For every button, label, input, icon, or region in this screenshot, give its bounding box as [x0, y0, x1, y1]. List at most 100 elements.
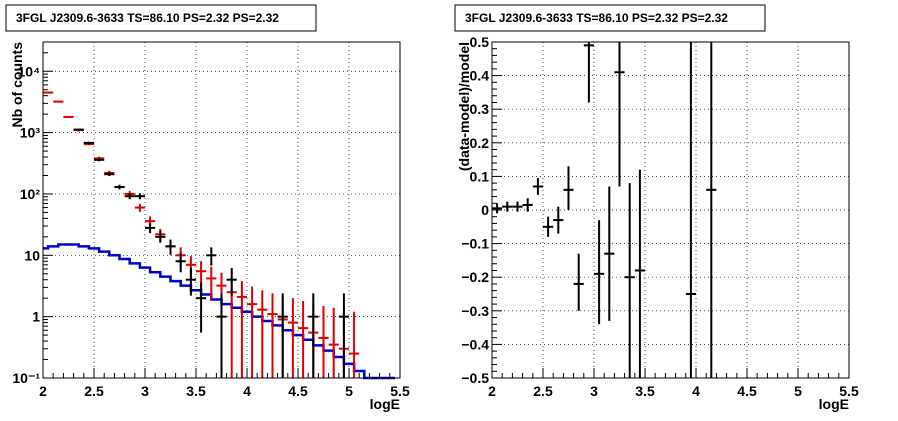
y-tick-label: 10³: [20, 125, 41, 141]
counts-x-axis-title: logE: [370, 396, 400, 412]
y-tick-label: 10⁻¹: [12, 370, 40, 386]
residual-y-axis-title: (data-model)/model: [456, 42, 472, 171]
data-point: [73, 128, 84, 131]
data-point: [185, 268, 196, 296]
x-tick-label: 2: [488, 383, 496, 399]
y-tick-label: 0.3: [470, 101, 490, 117]
data-point: [236, 281, 247, 378]
y-tick-label: 0.5: [470, 34, 490, 50]
data-point: [338, 293, 349, 378]
data-point: [175, 252, 186, 273]
data-point: [502, 201, 513, 212]
data-point: [573, 253, 584, 311]
y-tick-label: 0: [481, 202, 489, 218]
data-point: [206, 266, 217, 300]
data-point: [53, 100, 64, 103]
data-point: [349, 311, 360, 378]
data-point: [196, 282, 207, 333]
residual-series: [492, 42, 717, 378]
data-point: [277, 293, 288, 378]
data-point: [594, 220, 605, 325]
residual-ticks: 2 2.5 3 3.5 4 4.5 5 5.5 −0.5 −0.4 −0.3 −0.2 −0.1 0 0.1…: [461, 34, 859, 399]
x-tick-label: 3.5: [635, 383, 655, 399]
data-point: [94, 158, 105, 162]
data-point: [104, 172, 115, 177]
data-point: [134, 193, 145, 200]
data-point: [267, 293, 278, 378]
y-tick-label: 0.2: [470, 135, 490, 151]
x-tick-label: 3: [590, 383, 598, 399]
data-point: [512, 201, 523, 212]
x-tick-label: 3: [141, 383, 149, 399]
data-point: [328, 307, 339, 378]
data-point: [145, 223, 156, 234]
data-point: [532, 178, 543, 195]
residual-title-box: [454, 4, 766, 32]
residual-plot-frame: [491, 41, 850, 379]
counts-series: [43, 91, 395, 380]
data-point: [318, 305, 329, 378]
data-point: [553, 206, 564, 234]
data-point: [543, 216, 554, 237]
counts-panel: 3FGL J2309.6-3633 TS=86.10 PS=2.32 PS=2.…: [5, 4, 410, 412]
model-step-line: [43, 243, 395, 380]
data-point: [216, 293, 227, 378]
x-tick-label: 3.5: [186, 383, 206, 399]
data-point: [604, 186, 615, 321]
residual-grid: [492, 42, 849, 378]
data-point: [124, 193, 135, 200]
x-tick-label: 5.5: [390, 383, 410, 399]
counts-y-axis-title: Nb of counts: [9, 42, 25, 128]
y-tick-label: 10⁴: [18, 63, 41, 79]
y-tick-label: −0.2: [461, 269, 489, 285]
data-point: [298, 300, 309, 378]
data-point: [165, 239, 176, 255]
data-point: [492, 203, 503, 214]
data-point: [114, 184, 125, 190]
data-point: [134, 203, 145, 212]
data-point: [706, 42, 717, 378]
x-tick-label: 4.5: [737, 383, 757, 399]
residual-title: 3FGL J2309.6-3633 TS=86.10 PS=2.32 PS=2.…: [465, 11, 728, 25]
data-point: [83, 141, 94, 145]
y-tick-label: 0.4: [470, 68, 490, 84]
counts-plot-frame: [42, 41, 401, 379]
y-tick-label: −0.3: [461, 303, 489, 319]
data-point: [614, 42, 625, 187]
data-point: [563, 166, 574, 210]
x-tick-label: 2: [39, 383, 47, 399]
y-tick-label: 0.1: [470, 168, 490, 184]
data-point: [685, 42, 696, 378]
y-tick-label: −0.1: [461, 236, 489, 252]
data-point: [522, 198, 533, 212]
data-point: [583, 42, 594, 103]
data-point: [624, 183, 635, 378]
y-tick-label: 1: [32, 309, 40, 325]
x-tick-label: 4: [692, 383, 700, 399]
data-point: [308, 293, 319, 378]
x-tick-label: 2.5: [84, 383, 104, 399]
data-point: [206, 247, 217, 266]
y-tick-label: −0.4: [461, 336, 489, 352]
x-tick-label: 4.5: [288, 383, 308, 399]
data-point: [247, 286, 258, 378]
x-tick-label: 4: [243, 383, 251, 399]
data-point: [634, 169, 645, 378]
counts-title: 3FGL J2309.6-3633 TS=86.10 PS=2.32 PS=2.…: [16, 11, 279, 25]
data-point: [155, 230, 166, 243]
x-tick-label: 5: [345, 383, 353, 399]
y-tick-label: 10²: [20, 186, 41, 202]
counts-title-box: [5, 4, 317, 32]
y-tick-label: −0.5: [461, 370, 489, 386]
data-point: [257, 290, 268, 378]
data-point: [226, 268, 237, 296]
residual-x-axis-title: logE: [819, 396, 849, 412]
counts-ticks: 2 2.5 3 3.5 4 4.5 5 5.5 10⁻¹ 1 10 10² 10³ 10⁴: [12, 52, 410, 399]
counts-grid: [43, 42, 400, 378]
y-tick-label: 10: [24, 247, 40, 263]
residual-panel: 3FGL J2309.6-3633 TS=86.10 PS=2.32 PS=2.…: [454, 4, 859, 412]
x-tick-label: 2.5: [533, 383, 553, 399]
x-tick-label: 5: [794, 383, 802, 399]
data-point: [63, 115, 74, 118]
